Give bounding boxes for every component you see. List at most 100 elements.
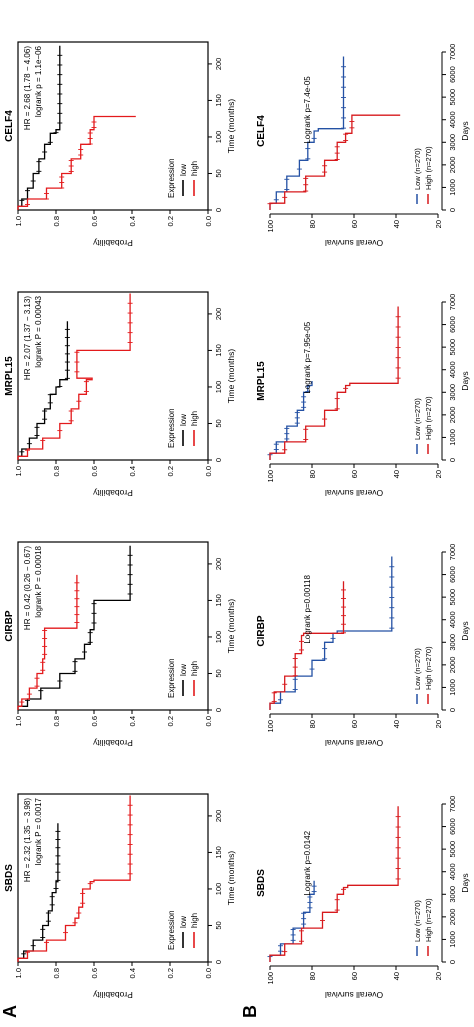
- y-axis-label: Overall survival: [325, 738, 383, 748]
- x-tick-label: 0: [448, 208, 457, 212]
- x-tick-label: 50: [214, 419, 223, 427]
- y-tick-label: 0.8: [52, 216, 61, 226]
- survival-curve: [17, 115, 136, 210]
- x-tick-label: 2000: [448, 407, 457, 424]
- plot-title: SBDS: [4, 864, 15, 892]
- legend-label: Low (n=270): [413, 398, 422, 440]
- survival-curve: [269, 806, 399, 962]
- km-plot-celf4-b: CELF4 0 1000 2000 3000 4000 5000 6000 7000 Days 20…: [256, 44, 470, 248]
- x-tick-label: 5000: [448, 841, 457, 858]
- y-axis-label: Probability: [92, 990, 132, 1000]
- logrank-p: logrank p = 1.1e−06: [34, 45, 43, 117]
- x-tick-label: 3000: [448, 886, 457, 903]
- y-tick-label: 80: [308, 972, 317, 980]
- x-tick-label: 2000: [448, 657, 457, 674]
- y-tick-label: 100: [266, 972, 275, 985]
- x-axis-label: Time (months): [226, 349, 236, 404]
- x-tick-label: 0: [214, 960, 223, 964]
- y-tick-label: 0.2: [166, 466, 175, 476]
- y-tick-label: 20: [434, 972, 443, 980]
- y-tick-label: 60: [350, 972, 359, 980]
- y-tick-label: 60: [350, 470, 359, 478]
- survival-curve: [269, 556, 393, 710]
- y-tick-label: 0.8: [52, 466, 61, 476]
- series-low: [17, 321, 70, 460]
- series-high: [17, 795, 133, 962]
- y-tick-label: 0.4: [128, 716, 137, 726]
- x-tick-label: 50: [214, 169, 223, 177]
- x-tick-label: 4000: [448, 611, 457, 628]
- legend-label: low: [179, 916, 188, 928]
- y-tick-label: 40: [392, 220, 401, 228]
- y-tick-label: 0.0: [204, 216, 213, 226]
- logrank-p: logrank P = 0.00018: [34, 545, 43, 617]
- series-low: [269, 556, 395, 710]
- x-tick-label: 100: [214, 631, 223, 644]
- x-axis-label: Days: [460, 873, 470, 892]
- series-high: [17, 115, 136, 210]
- series-high: [269, 806, 401, 962]
- y-tick-label: 0.6: [90, 968, 99, 978]
- x-tick-label: 1000: [448, 429, 457, 446]
- y-axis-label: Probability: [92, 488, 132, 498]
- logrank-p: Logrank p=0.00118: [303, 575, 312, 644]
- x-tick-label: 200: [214, 58, 223, 71]
- x-axis-label: Days: [460, 621, 470, 640]
- x-tick-label: 5000: [448, 339, 457, 356]
- series-low: [17, 823, 61, 962]
- series-high: [17, 574, 80, 710]
- series-high: [17, 293, 133, 460]
- y-tick-label: 1.0: [14, 216, 23, 226]
- x-axis-label: Days: [460, 121, 470, 140]
- plot-frame: [17, 793, 209, 963]
- x-tick-label: 6000: [448, 66, 457, 83]
- x-tick-label: 4000: [448, 863, 457, 880]
- km-plot-cirbp-a: CIRBP 0 50 100 150 200 Time (months) 0.0 0.2 0.4 0…: [4, 541, 236, 748]
- legend-title: Expression: [167, 158, 176, 198]
- x-tick-label: 4000: [448, 111, 457, 128]
- x-tick-label: 150: [214, 344, 223, 357]
- legend-label: high: [190, 913, 199, 928]
- x-tick-label: 200: [214, 308, 223, 321]
- x-tick-label: 1000: [448, 931, 457, 948]
- plot-title: CIRBP: [256, 615, 267, 646]
- x-tick-label: 0: [448, 708, 457, 712]
- y-tick-label: 20: [434, 220, 443, 228]
- series-low: [269, 56, 346, 210]
- x-tick-label: 7000: [448, 544, 457, 561]
- plot-title: CIRBP: [4, 610, 15, 641]
- series-high: [269, 581, 346, 710]
- survival-curve: [17, 321, 69, 460]
- series-low: [17, 45, 63, 210]
- legend-label: High (n=270): [424, 898, 433, 942]
- x-tick-label: 2000: [448, 157, 457, 174]
- plot-title: MRPL15: [256, 361, 267, 401]
- series-low: [17, 545, 133, 710]
- legend-title: Expression: [167, 658, 176, 698]
- x-tick-label: 5000: [448, 89, 457, 106]
- plot-title: CELF4: [4, 110, 15, 142]
- y-tick-label: 1.0: [14, 968, 23, 978]
- legend-label: High (n=270): [424, 146, 433, 190]
- y-tick-label: 100: [266, 720, 275, 733]
- y-axis-label: Probability: [92, 738, 132, 748]
- x-tick-label: 6000: [448, 818, 457, 835]
- legend-label: low: [179, 414, 188, 426]
- y-tick-label: 0.4: [128, 466, 137, 476]
- y-tick-label: 40: [392, 720, 401, 728]
- x-tick-label: 7000: [448, 294, 457, 311]
- plot-frame: [17, 291, 209, 461]
- x-tick-label: 0: [448, 458, 457, 462]
- x-tick-label: 6000: [448, 566, 457, 583]
- legend-label: low: [179, 164, 188, 176]
- hazard-ratio: HR = 0.42 (0.26 − 0.67): [23, 546, 32, 630]
- plot-title: SBDS: [256, 869, 267, 897]
- logrank-p: Logrank p=7.4e-05: [303, 76, 312, 144]
- km-plot-celf4-a: CELF4 0 50 100 150 200 Time (months) 0.0 0.2 0.4 0…: [4, 41, 236, 248]
- survival-curve: [269, 56, 345, 210]
- x-tick-label: 4000: [448, 361, 457, 378]
- y-tick-label: 0.0: [204, 466, 213, 476]
- legend-label: Low (n=270): [413, 148, 422, 190]
- legend-label: high: [190, 411, 199, 426]
- y-tick-label: 0.6: [90, 466, 99, 476]
